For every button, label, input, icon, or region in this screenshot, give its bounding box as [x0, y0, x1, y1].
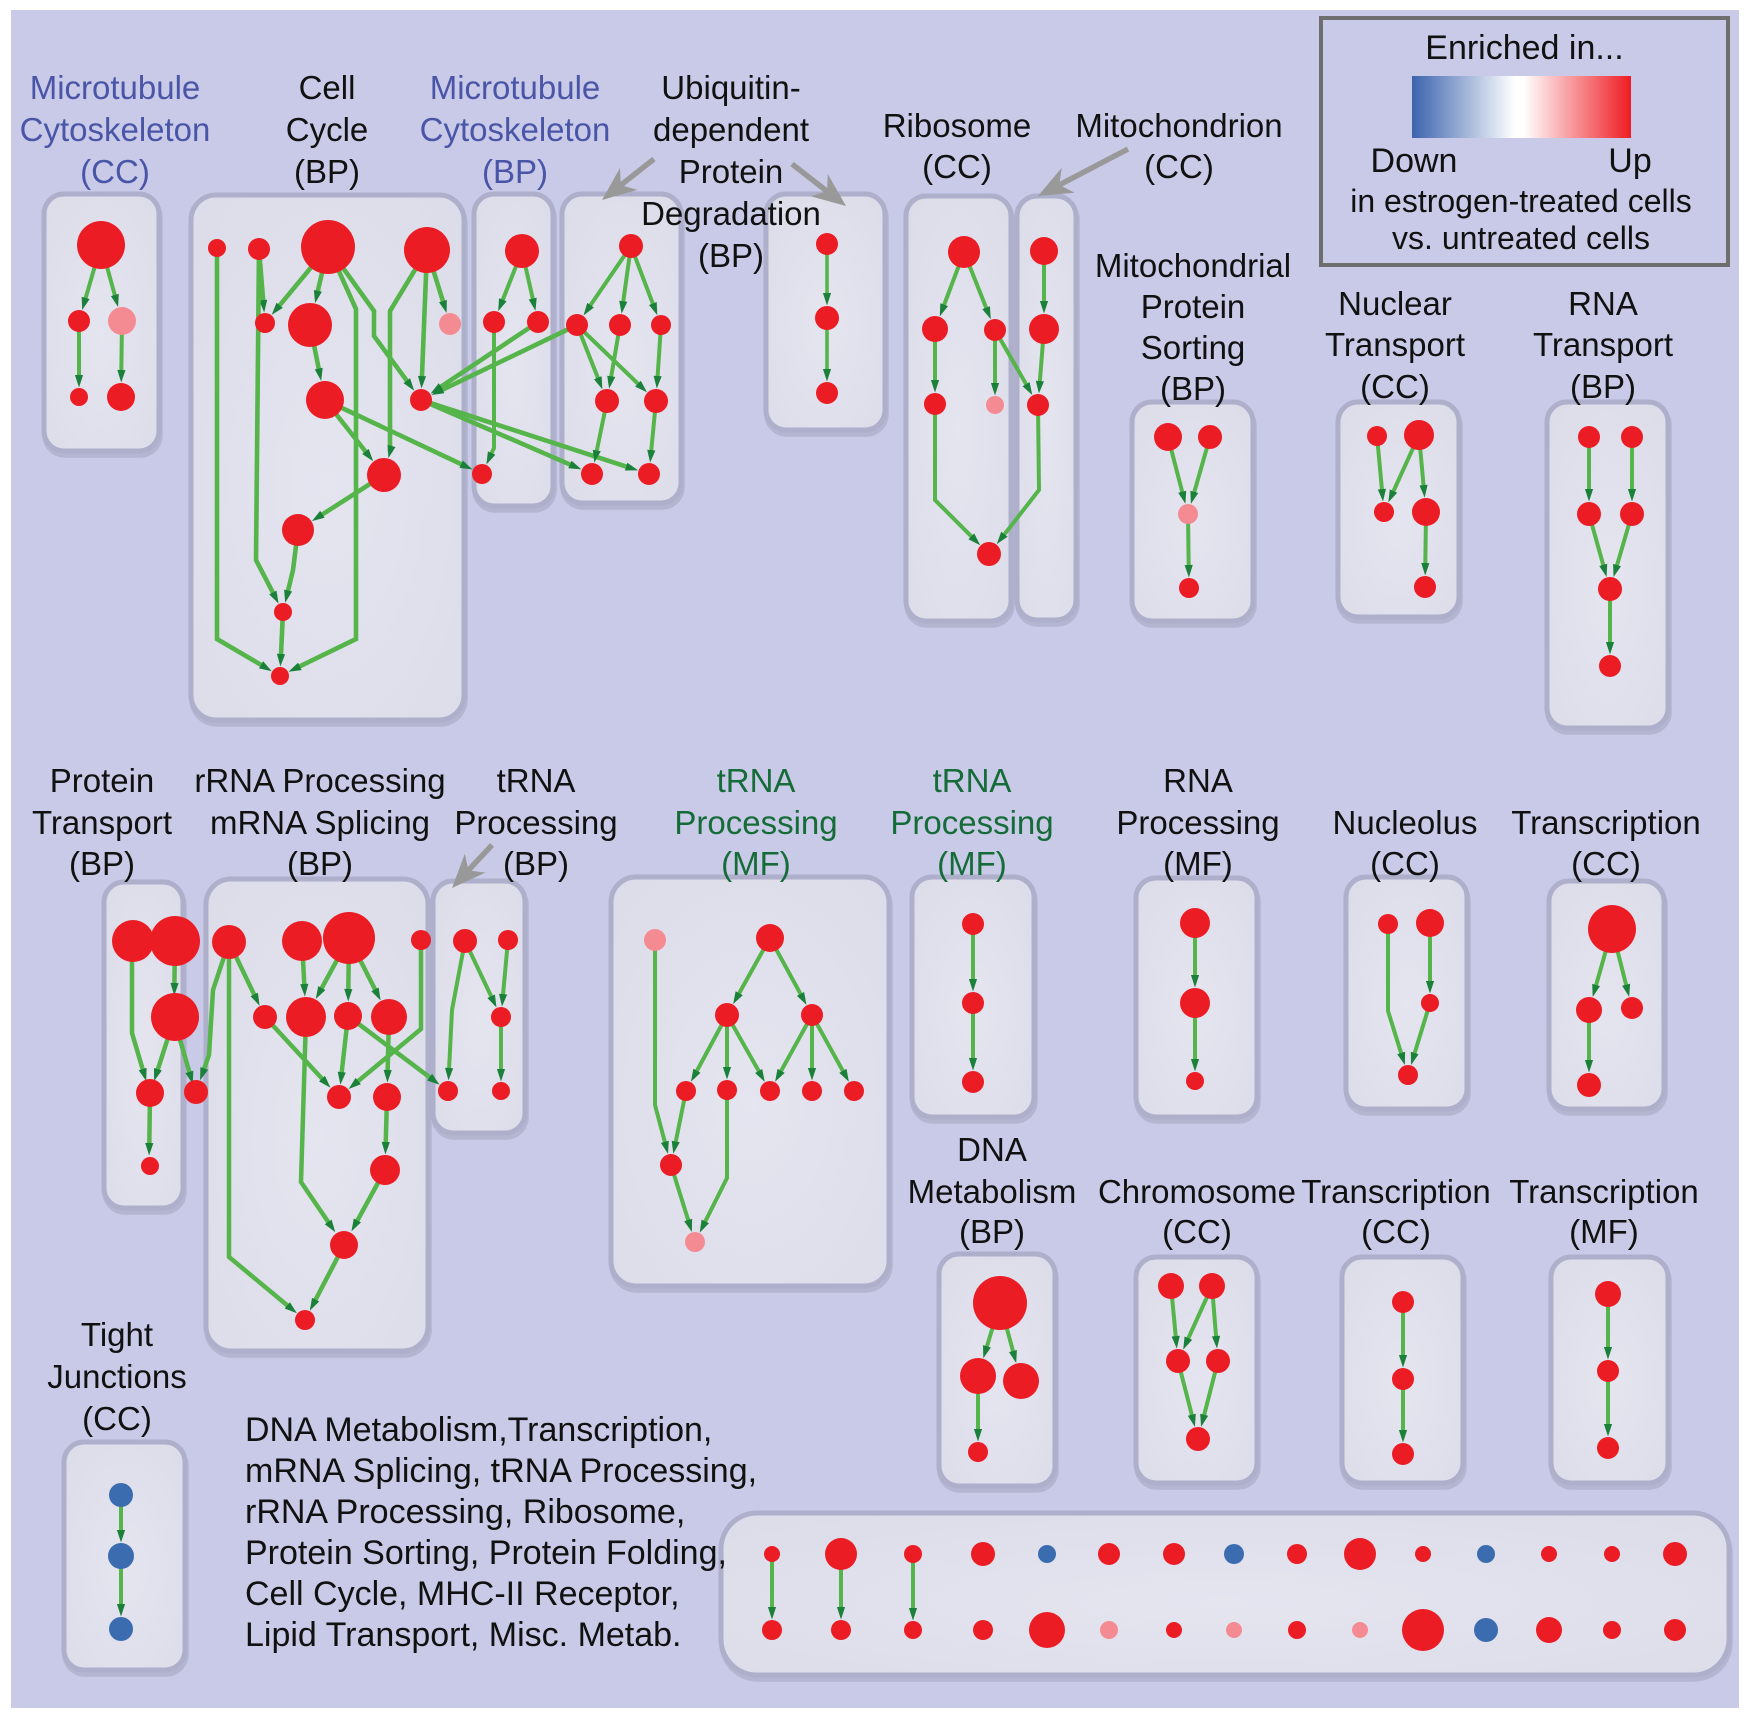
svg-text:(BP): (BP): [482, 153, 548, 190]
svg-text:RNA: RNA: [1568, 285, 1638, 322]
svg-text:Cell Cycle, MHC-II Receptor,: Cell Cycle, MHC-II Receptor,: [245, 1575, 680, 1613]
svg-text:(BP): (BP): [1160, 370, 1226, 407]
svg-text:(CC): (CC): [1571, 845, 1641, 882]
svg-text:RNA: RNA: [1163, 762, 1233, 799]
svg-text:(BP): (BP): [287, 845, 353, 882]
svg-text:(CC): (CC): [80, 153, 150, 190]
svg-text:rRNA Processing: rRNA Processing: [194, 762, 445, 799]
svg-text:(CC): (CC): [82, 1400, 152, 1437]
svg-text:(CC): (CC): [922, 148, 992, 185]
svg-text:(CC): (CC): [1370, 845, 1440, 882]
svg-text:Microtubule: Microtubule: [30, 69, 201, 106]
svg-text:(BP): (BP): [294, 153, 360, 190]
svg-text:Protein: Protein: [1141, 288, 1246, 325]
svg-text:(BP): (BP): [959, 1213, 1025, 1250]
svg-text:Cytoskeleton: Cytoskeleton: [20, 111, 211, 148]
svg-text:Cycle: Cycle: [286, 111, 369, 148]
svg-text:(CC): (CC): [1144, 148, 1214, 185]
svg-text:Enriched in...: Enriched in...: [1425, 29, 1623, 67]
svg-text:(MF): (MF): [1163, 845, 1233, 882]
svg-text:Nucleolus: Nucleolus: [1333, 804, 1478, 841]
svg-text:Protein: Protein: [679, 153, 784, 190]
svg-text:Metabolism: Metabolism: [908, 1173, 1077, 1210]
svg-text:(CC): (CC): [1360, 368, 1430, 405]
svg-text:tRNA: tRNA: [497, 762, 576, 799]
svg-text:(CC): (CC): [1361, 1213, 1431, 1250]
svg-text:Transcription: Transcription: [1511, 804, 1701, 841]
svg-text:Degradation: Degradation: [641, 195, 821, 232]
svg-text:Transcription: Transcription: [1301, 1173, 1491, 1210]
svg-text:(MF): (MF): [721, 845, 791, 882]
svg-text:(MF): (MF): [1569, 1213, 1639, 1250]
svg-text:rRNA Processing, Ribosome,: rRNA Processing, Ribosome,: [245, 1493, 685, 1531]
svg-text:Transport: Transport: [1533, 326, 1673, 363]
svg-text:Lipid Transport, Misc. Metab.: Lipid Transport, Misc. Metab.: [245, 1616, 682, 1654]
svg-text:DNA Metabolism,Transcription,: DNA Metabolism,Transcription,: [245, 1411, 712, 1449]
svg-text:dependent: dependent: [653, 111, 809, 148]
svg-text:Processing: Processing: [674, 804, 837, 841]
svg-text:mRNA Splicing: mRNA Splicing: [210, 804, 430, 841]
svg-text:(CC): (CC): [1162, 1213, 1232, 1250]
svg-text:Cell: Cell: [299, 69, 356, 106]
svg-text:Processing: Processing: [454, 804, 617, 841]
svg-text:Up: Up: [1608, 142, 1651, 180]
svg-text:Transcription: Transcription: [1509, 1173, 1699, 1210]
svg-text:Transport: Transport: [1325, 326, 1465, 363]
svg-text:mRNA Splicing, tRNA Processing: mRNA Splicing, tRNA Processing,: [245, 1452, 757, 1490]
svg-text:Nuclear: Nuclear: [1338, 285, 1452, 322]
svg-text:Sorting: Sorting: [1141, 329, 1246, 366]
svg-text:Junctions: Junctions: [47, 1358, 186, 1395]
svg-text:Mitochondrial: Mitochondrial: [1095, 247, 1291, 284]
svg-text:in estrogen-treated cells: in estrogen-treated cells: [1350, 183, 1692, 219]
svg-text:(BP): (BP): [69, 845, 135, 882]
svg-text:vs. untreated cells: vs. untreated cells: [1392, 220, 1650, 256]
svg-text:Processing: Processing: [1116, 804, 1279, 841]
svg-text:(BP): (BP): [1570, 368, 1636, 405]
svg-text:Cytoskeleton: Cytoskeleton: [420, 111, 611, 148]
svg-text:Transport: Transport: [32, 804, 172, 841]
svg-text:tRNA: tRNA: [933, 762, 1012, 799]
svg-text:Processing: Processing: [890, 804, 1053, 841]
svg-text:(MF): (MF): [937, 845, 1007, 882]
svg-text:Protein: Protein: [50, 762, 155, 799]
svg-text:Ubiquitin-: Ubiquitin-: [661, 69, 800, 106]
svg-text:(BP): (BP): [698, 237, 764, 274]
svg-text:Tight: Tight: [81, 1316, 153, 1353]
svg-text:Microtubule: Microtubule: [430, 69, 601, 106]
svg-text:DNA: DNA: [957, 1131, 1027, 1168]
svg-text:Ribosome: Ribosome: [883, 107, 1032, 144]
svg-text:Protein Sorting, Protein Foldi: Protein Sorting, Protein Folding,: [245, 1534, 727, 1572]
svg-text:(BP): (BP): [503, 845, 569, 882]
svg-text:Chromosome: Chromosome: [1098, 1173, 1296, 1210]
svg-text:tRNA: tRNA: [717, 762, 796, 799]
svg-text:Mitochondrion: Mitochondrion: [1075, 107, 1282, 144]
svg-text:Down: Down: [1371, 142, 1458, 180]
